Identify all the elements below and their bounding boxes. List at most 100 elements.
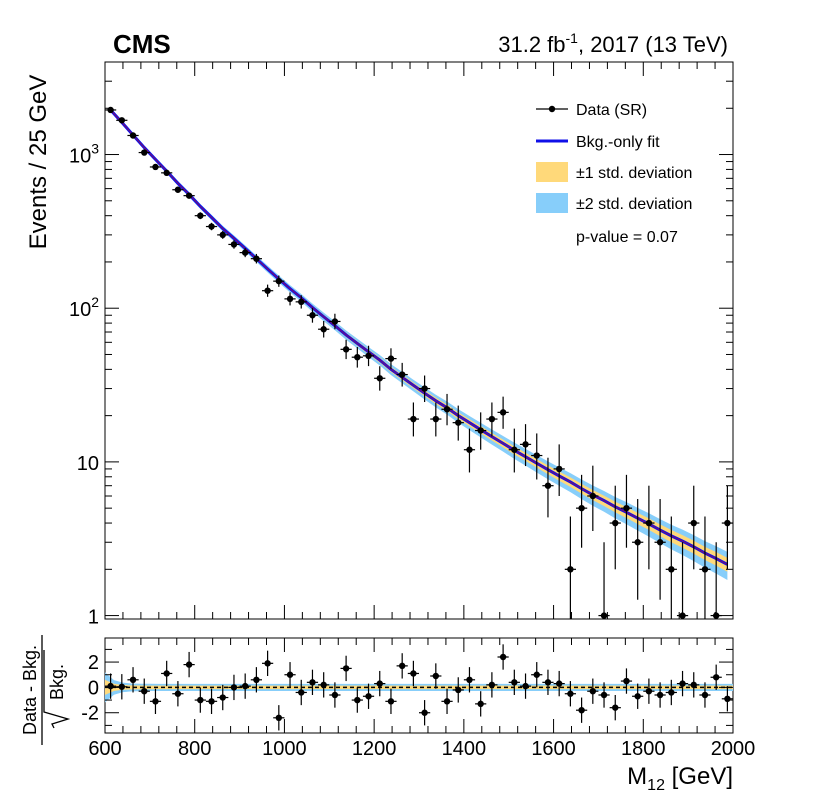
pull-point [508, 669, 520, 695]
pull-point [643, 678, 655, 704]
data-point [553, 444, 565, 496]
ratio-panel: -2 0 2 600 800 1000 1200 1400 1600 1800 2000 Data … [20, 635, 755, 794]
pull-marker [387, 698, 395, 705]
pull-marker [230, 684, 238, 691]
pull-marker [522, 682, 529, 690]
data-point [318, 321, 330, 338]
pull-marker [645, 688, 653, 695]
pull-marker [320, 681, 327, 689]
legend-fit-label: Bkg.-only fit [576, 134, 660, 151]
pull-point [306, 669, 319, 695]
pull-marker [432, 672, 440, 680]
data-marker [623, 504, 630, 512]
pull-point [396, 653, 408, 679]
data-marker [298, 298, 305, 306]
x-tick-label: 1400 [442, 738, 487, 760]
legend-data-marker [548, 105, 556, 113]
y-tick-base: 10 [69, 146, 91, 168]
pull-point [654, 682, 666, 708]
legend-pvalue: p-value = 0.07 [576, 229, 678, 246]
pull-marker [197, 696, 204, 704]
pull-point [665, 679, 677, 706]
main-plot-frame [104, 61, 734, 620]
pull-marker [354, 696, 361, 704]
data-point [205, 222, 218, 231]
pull-point [576, 697, 588, 723]
data-point [430, 402, 442, 437]
pull-marker [679, 680, 686, 687]
data-point [183, 192, 195, 199]
pull-marker [499, 653, 507, 661]
data-point [441, 393, 453, 426]
data-marker [309, 312, 316, 319]
data-point [699, 516, 711, 619]
data-point [329, 313, 341, 330]
y-tick-exp: 2 [91, 294, 99, 310]
pull-point [419, 700, 431, 726]
pull-marker [578, 707, 585, 714]
data-point [340, 339, 352, 360]
data-marker [690, 519, 697, 527]
pull-marker [443, 698, 451, 705]
pull-marker [208, 698, 215, 705]
pull-point [116, 674, 128, 700]
pull-point [385, 688, 397, 714]
legend-data-label: Data (SR) [576, 102, 647, 119]
data-point [396, 362, 408, 387]
data-point [362, 345, 375, 367]
pull-point [161, 660, 173, 687]
pull-marker [331, 691, 339, 699]
data-point [385, 348, 397, 370]
pull-point [250, 667, 262, 693]
pull-marker [511, 679, 518, 686]
pull-point [620, 668, 633, 694]
data-marker [701, 566, 709, 573]
data-marker [174, 186, 182, 193]
pull-marker [623, 677, 630, 685]
data-points [105, 106, 733, 619]
x-tick-label: 1000 [262, 738, 307, 760]
data-point [127, 132, 139, 139]
main-y-axis-label: Events / 25 GeV [25, 75, 52, 250]
pull-point [183, 651, 195, 678]
pull-point [295, 679, 307, 706]
pull-point [194, 687, 206, 713]
legend-band1-label: ±1 std. deviation [576, 165, 692, 182]
lumi-value: 31.2 fb [498, 32, 565, 57]
pull-point [475, 691, 487, 717]
data-point [576, 474, 588, 548]
pull-point [239, 673, 251, 699]
data-marker [141, 149, 148, 156]
ratio-axis-ticks: -2 0 2 600 800 1000 1200 1400 1600 1800 2000 [81, 638, 755, 760]
data-marker [466, 446, 473, 453]
data-point [194, 212, 206, 220]
pull-point [217, 684, 229, 711]
x-tick-label: 800 [178, 738, 211, 760]
pull-marker [455, 686, 462, 694]
data-point [564, 516, 576, 619]
data-marker [555, 465, 563, 473]
data-point [239, 248, 251, 258]
pull-point [688, 672, 700, 698]
data-point [688, 485, 700, 570]
sqrt-sign [43, 650, 71, 729]
legend-band1-swatch [536, 162, 568, 182]
x-label-main: M [627, 763, 647, 790]
x-tick-label: 2000 [711, 738, 756, 760]
data-point [508, 428, 520, 473]
pull-point [632, 683, 644, 709]
pull-marker [701, 691, 709, 699]
data-marker [354, 353, 361, 361]
data-marker [286, 295, 294, 303]
data-point [654, 499, 666, 600]
data-marker [443, 406, 451, 413]
data-marker [376, 375, 383, 382]
data-marker [410, 415, 417, 423]
pull-point [351, 687, 363, 713]
pull-marker [567, 690, 574, 697]
data-marker [241, 249, 249, 256]
lumi-exponent: -1 [566, 30, 579, 46]
pull-marker [612, 704, 619, 711]
data-point [497, 396, 509, 429]
y-tick-label: 103 [69, 141, 99, 168]
